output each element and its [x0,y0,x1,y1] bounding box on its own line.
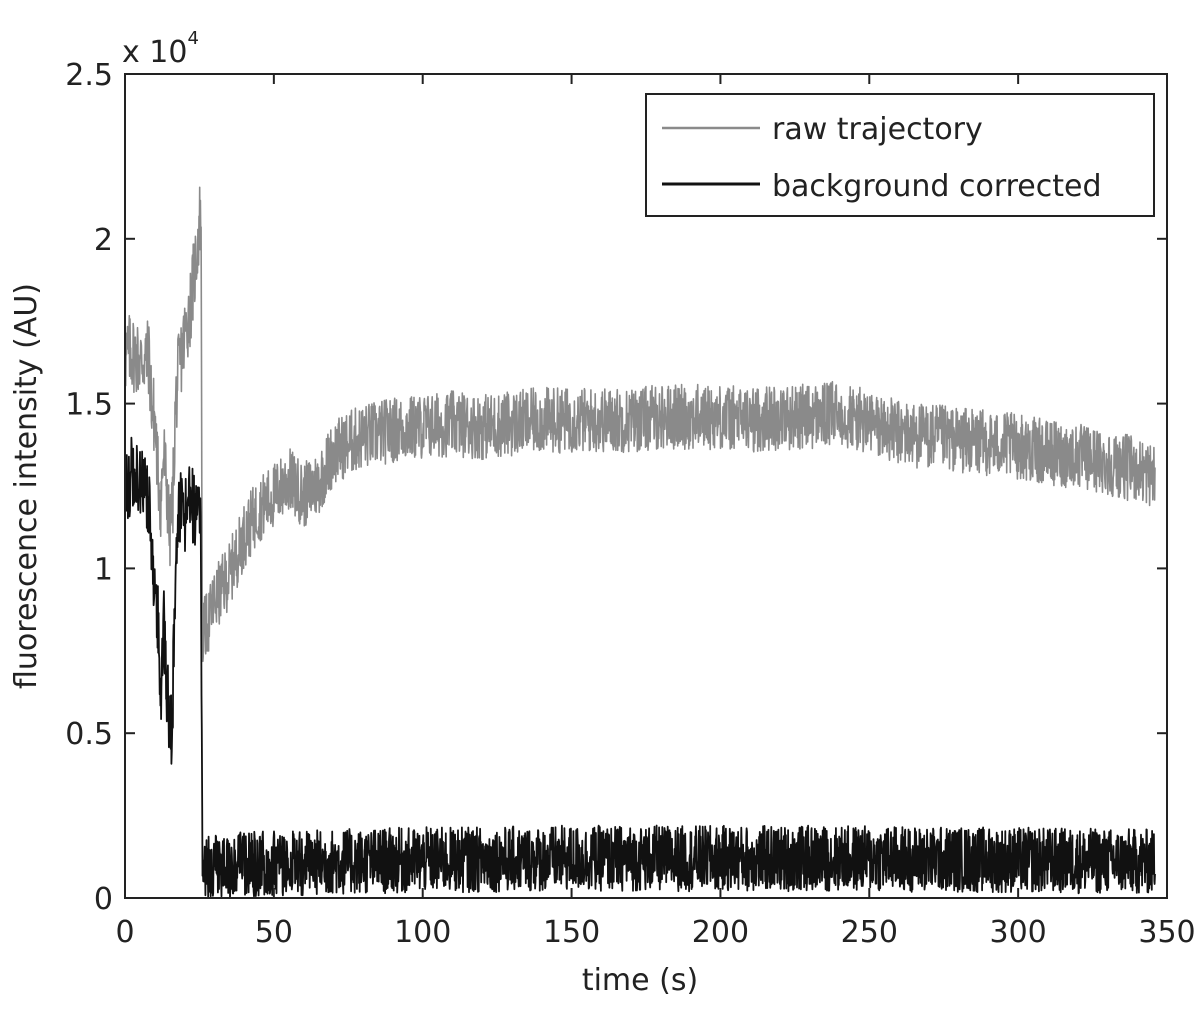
x-tick-label: 150 [543,915,600,950]
x-tick-label: 300 [990,915,1047,950]
x-tick-label: 200 [692,915,749,950]
series-line-raw-trajectory [124,186,1156,663]
y-tick-label: 1.5 [65,388,113,423]
x-tick-label: 50 [255,915,293,950]
x-tick-labels: 0 50 100 150 200 250 300 350 [115,915,1195,950]
x-tick-label: 350 [1138,915,1195,950]
y-multiplier-exponent: 4 [187,28,198,49]
series-line-background-corrected [124,436,1156,899]
x-axis-title: time (s) [582,963,698,998]
plot-frame [124,73,1168,899]
y-tick-label: 1 [94,552,113,587]
legend-label-background-corrected: background corrected [772,169,1102,204]
y-tick-label: 0 [94,882,113,917]
y-tick-labels: 0 0.5 1 1.5 2 2.5 [65,58,113,917]
y-tick-label: 2 [94,223,113,258]
y-axis-title: fluorescence intensity (AU) [9,283,44,689]
x-tick-label: 0 [115,915,134,950]
legend-label-raw-trajectory: raw trajectory [772,112,983,147]
y-tick-label: 0.5 [65,717,113,752]
legend: raw trajectory background corrected [645,93,1155,217]
ticks-layer [124,73,1168,899]
y-axis-multiplier: x 104 [122,28,199,70]
y-multiplier-base: x 10 [122,35,187,70]
series-layer [124,186,1156,899]
x-tick-label: 250 [841,915,898,950]
legend-box [645,93,1155,217]
y-tick-label: 2.5 [65,58,113,93]
x-tick-label: 100 [394,915,451,950]
